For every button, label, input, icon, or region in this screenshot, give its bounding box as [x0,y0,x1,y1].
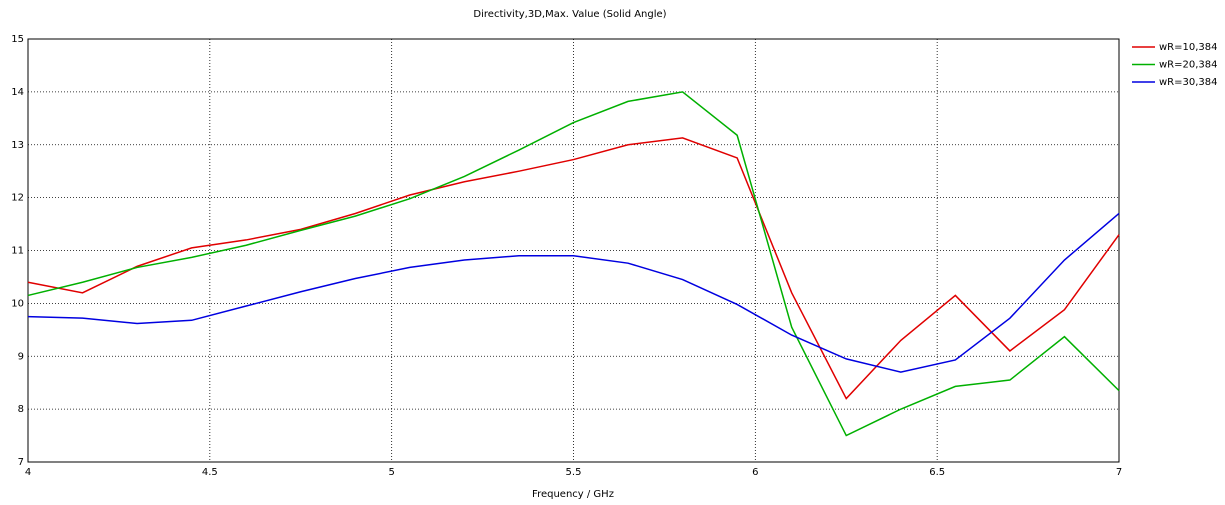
x-tick-label: 6.5 [929,467,945,478]
series-line [27,91,1120,437]
y-tick-label: 10 [11,298,24,309]
x-tick-label: 5 [388,467,394,478]
series-line [27,212,1120,373]
y-tick-label: 8 [18,404,24,415]
y-tick-label: 7 [18,457,24,468]
y-tick-label: 12 [11,193,24,204]
x-tick-label: 4.5 [202,467,218,478]
x-tick-label: 7 [1116,467,1122,478]
legend-label: wR=10,384 [1159,42,1218,53]
y-tick-label: 15 [11,34,24,45]
y-tick-label: 14 [11,87,24,98]
x-tick-label: 4 [25,467,31,478]
plot-frame [27,38,1120,463]
y-tick-label: 13 [11,140,24,151]
y-tick-label: 11 [11,246,24,257]
x-axis-label: Frequency / GHz [532,489,614,500]
x-tick-label: 5.5 [566,467,582,478]
series-line [27,137,1120,400]
legend-label: wR=30,384 [1159,77,1218,88]
x-tick-label: 6 [752,467,758,478]
chart-title: Directivity,3D,Max. Value (Solid Angle) [473,9,666,20]
legend-label: wR=20,384 [1159,60,1218,71]
y-tick-label: 9 [18,351,24,362]
